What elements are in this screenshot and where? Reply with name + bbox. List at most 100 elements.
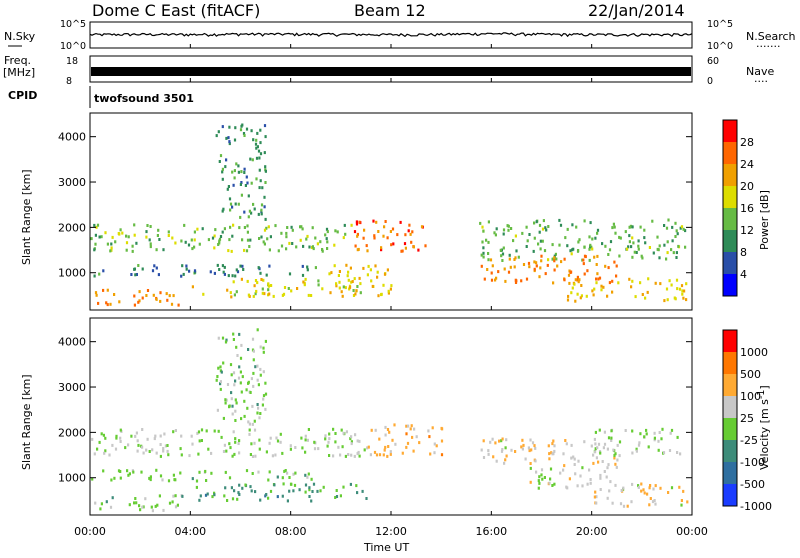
power-panel: 1000 2000 3000 4000 Slant Range [km] 28 24 20… bbox=[20, 112, 771, 311]
scatter-blob bbox=[566, 277, 688, 303]
scatter-blob bbox=[479, 218, 687, 262]
colorbar-segment bbox=[723, 164, 737, 186]
noise-right-dots: ....... bbox=[756, 37, 780, 50]
velocity-panel: 1000 2000 3000 4000 Slant Range [km] 1000 50… bbox=[20, 317, 772, 516]
scatter-blob bbox=[480, 254, 618, 285]
colorbar-tick-label: -1000 bbox=[740, 500, 772, 513]
colorbar-segment bbox=[723, 352, 737, 374]
velocity-y-label: Slant Range [km] bbox=[20, 374, 33, 470]
freq-left-bottom: 8 bbox=[66, 76, 72, 87]
power-colorbar-label: Power [dB] bbox=[758, 190, 771, 250]
colorbar-tick-label: 1000 bbox=[740, 346, 768, 359]
noise-trace bbox=[89, 32, 693, 38]
velocity-y-axis: 1000 2000 3000 4000 bbox=[58, 336, 692, 485]
beam-title: Beam 12 bbox=[354, 1, 426, 20]
freq-left-label-1: Freq. bbox=[4, 54, 31, 67]
date-title: 22/Jan/2014 bbox=[588, 1, 685, 20]
velocity-colorbar: 1000 500 100 25 -25 -100 -500 -1000 bbox=[722, 329, 772, 513]
colorbar-tick-label: 24 bbox=[740, 158, 754, 171]
y-tick-label: 3000 bbox=[58, 381, 86, 394]
colorbar-tick-label: 100 bbox=[740, 390, 761, 403]
x-tick-label: 00:00 bbox=[74, 525, 106, 538]
power-y-axis: 1000 2000 3000 4000 bbox=[58, 131, 692, 280]
noise-right-top: 10^5 bbox=[707, 19, 733, 30]
colorbar-segment bbox=[723, 418, 737, 440]
scatter-blob bbox=[328, 263, 393, 298]
scatter-blob bbox=[215, 123, 267, 221]
colorbar-segment bbox=[723, 252, 737, 274]
colorbar-tick-label: -25 bbox=[740, 434, 758, 447]
cpid-value: twofsound 3501 bbox=[94, 92, 194, 105]
y-tick-label: 2000 bbox=[58, 221, 86, 234]
noise-left-label: N.Sky bbox=[4, 30, 36, 43]
colorbar-tick-label: 8 bbox=[740, 246, 747, 259]
y-tick-label: 1000 bbox=[58, 267, 86, 280]
noise-sky-line bbox=[89, 32, 693, 38]
freq-right-label: Nave bbox=[746, 65, 774, 78]
y-tick-label: 4000 bbox=[58, 131, 86, 144]
colorbar-tick-label: -100 bbox=[740, 456, 765, 469]
colorbar-segment bbox=[723, 274, 737, 296]
colorbar-tick-label: 4 bbox=[740, 268, 747, 281]
colorbar-tick-label: 20 bbox=[740, 180, 754, 193]
x-tick-label: 12:00 bbox=[375, 525, 407, 538]
x-tick-label: 00:00 bbox=[676, 525, 708, 538]
cpid-label: CPID bbox=[8, 89, 37, 102]
cpid-row: CPID twofsound 3501 bbox=[8, 86, 194, 108]
scatter-blob bbox=[353, 219, 427, 253]
freq-right-bottom: 0 bbox=[707, 76, 713, 87]
noise-right-label: N.Search bbox=[746, 30, 796, 43]
colorbar-segment bbox=[723, 462, 737, 484]
freq-left-label-2: [MHz] bbox=[3, 66, 35, 79]
colorbar-tick-label: -500 bbox=[740, 478, 765, 491]
power-panel-frame bbox=[89, 112, 693, 311]
scatter-blob bbox=[91, 468, 313, 483]
station-title: Dome C East (fitACF) bbox=[92, 1, 260, 20]
freq-panel: Freq. [MHz] 18 8 60 0 Nave .... bbox=[3, 54, 774, 87]
y-tick-label: 2000 bbox=[58, 426, 86, 439]
scatter-blob bbox=[593, 427, 682, 458]
scatter-blob bbox=[91, 427, 366, 458]
power-y-label: Slant Range [km] bbox=[20, 169, 33, 265]
scatter-blob bbox=[191, 277, 362, 299]
noise-panel: N.Sky 10^5 10^0 10^5 10^0 N.Search .....… bbox=[4, 19, 796, 52]
y-tick-label: 3000 bbox=[58, 176, 86, 189]
noise-left-bottom: 10^0 bbox=[60, 41, 86, 52]
velocity-panel-frame bbox=[89, 317, 693, 516]
freq-right-top: 60 bbox=[707, 56, 719, 67]
y-tick-label: 1000 bbox=[58, 472, 86, 485]
scatter-blob bbox=[93, 263, 317, 278]
x-tick-label: 20:00 bbox=[576, 525, 608, 538]
freq-trace bbox=[91, 67, 691, 76]
colorbar-segment bbox=[723, 440, 737, 462]
velocity-data bbox=[91, 328, 689, 513]
colorbar-tick-label: 16 bbox=[740, 202, 754, 215]
colorbar-segment bbox=[723, 142, 737, 164]
scatter-blob bbox=[94, 288, 180, 307]
colorbar-segment bbox=[723, 230, 737, 252]
scatter-blob bbox=[195, 482, 368, 503]
time-axis: 00:00 04:00 08:00 12:00 16:00 20:00 00:00 bbox=[74, 44, 708, 538]
colorbar-segment bbox=[723, 374, 737, 396]
colorbar-segment bbox=[723, 120, 737, 142]
x-tick-label: 04:00 bbox=[174, 525, 206, 538]
scatter-blob bbox=[480, 437, 619, 468]
scatter-blob bbox=[593, 482, 689, 508]
scatter-blob bbox=[90, 223, 353, 253]
x-tick-label: 16:00 bbox=[475, 525, 507, 538]
power-data bbox=[90, 123, 688, 307]
x-axis-label: Time UT bbox=[363, 541, 409, 554]
colorbar-segment bbox=[723, 484, 737, 506]
scatter-blob bbox=[529, 465, 618, 490]
power-colorbar: 28 24 20 16 12 8 4 bbox=[722, 119, 754, 297]
colorbar-segment bbox=[723, 330, 737, 352]
colorbar-tick-label: 28 bbox=[740, 136, 754, 149]
noise-left-top: 10^5 bbox=[60, 19, 86, 30]
y-tick-label: 4000 bbox=[58, 336, 86, 349]
scatter-blob bbox=[215, 328, 268, 426]
scatter-blob bbox=[366, 423, 444, 458]
noise-right-bottom: 10^0 bbox=[707, 41, 733, 52]
colorbar-segment bbox=[723, 186, 737, 208]
scatter-blob bbox=[94, 494, 184, 513]
